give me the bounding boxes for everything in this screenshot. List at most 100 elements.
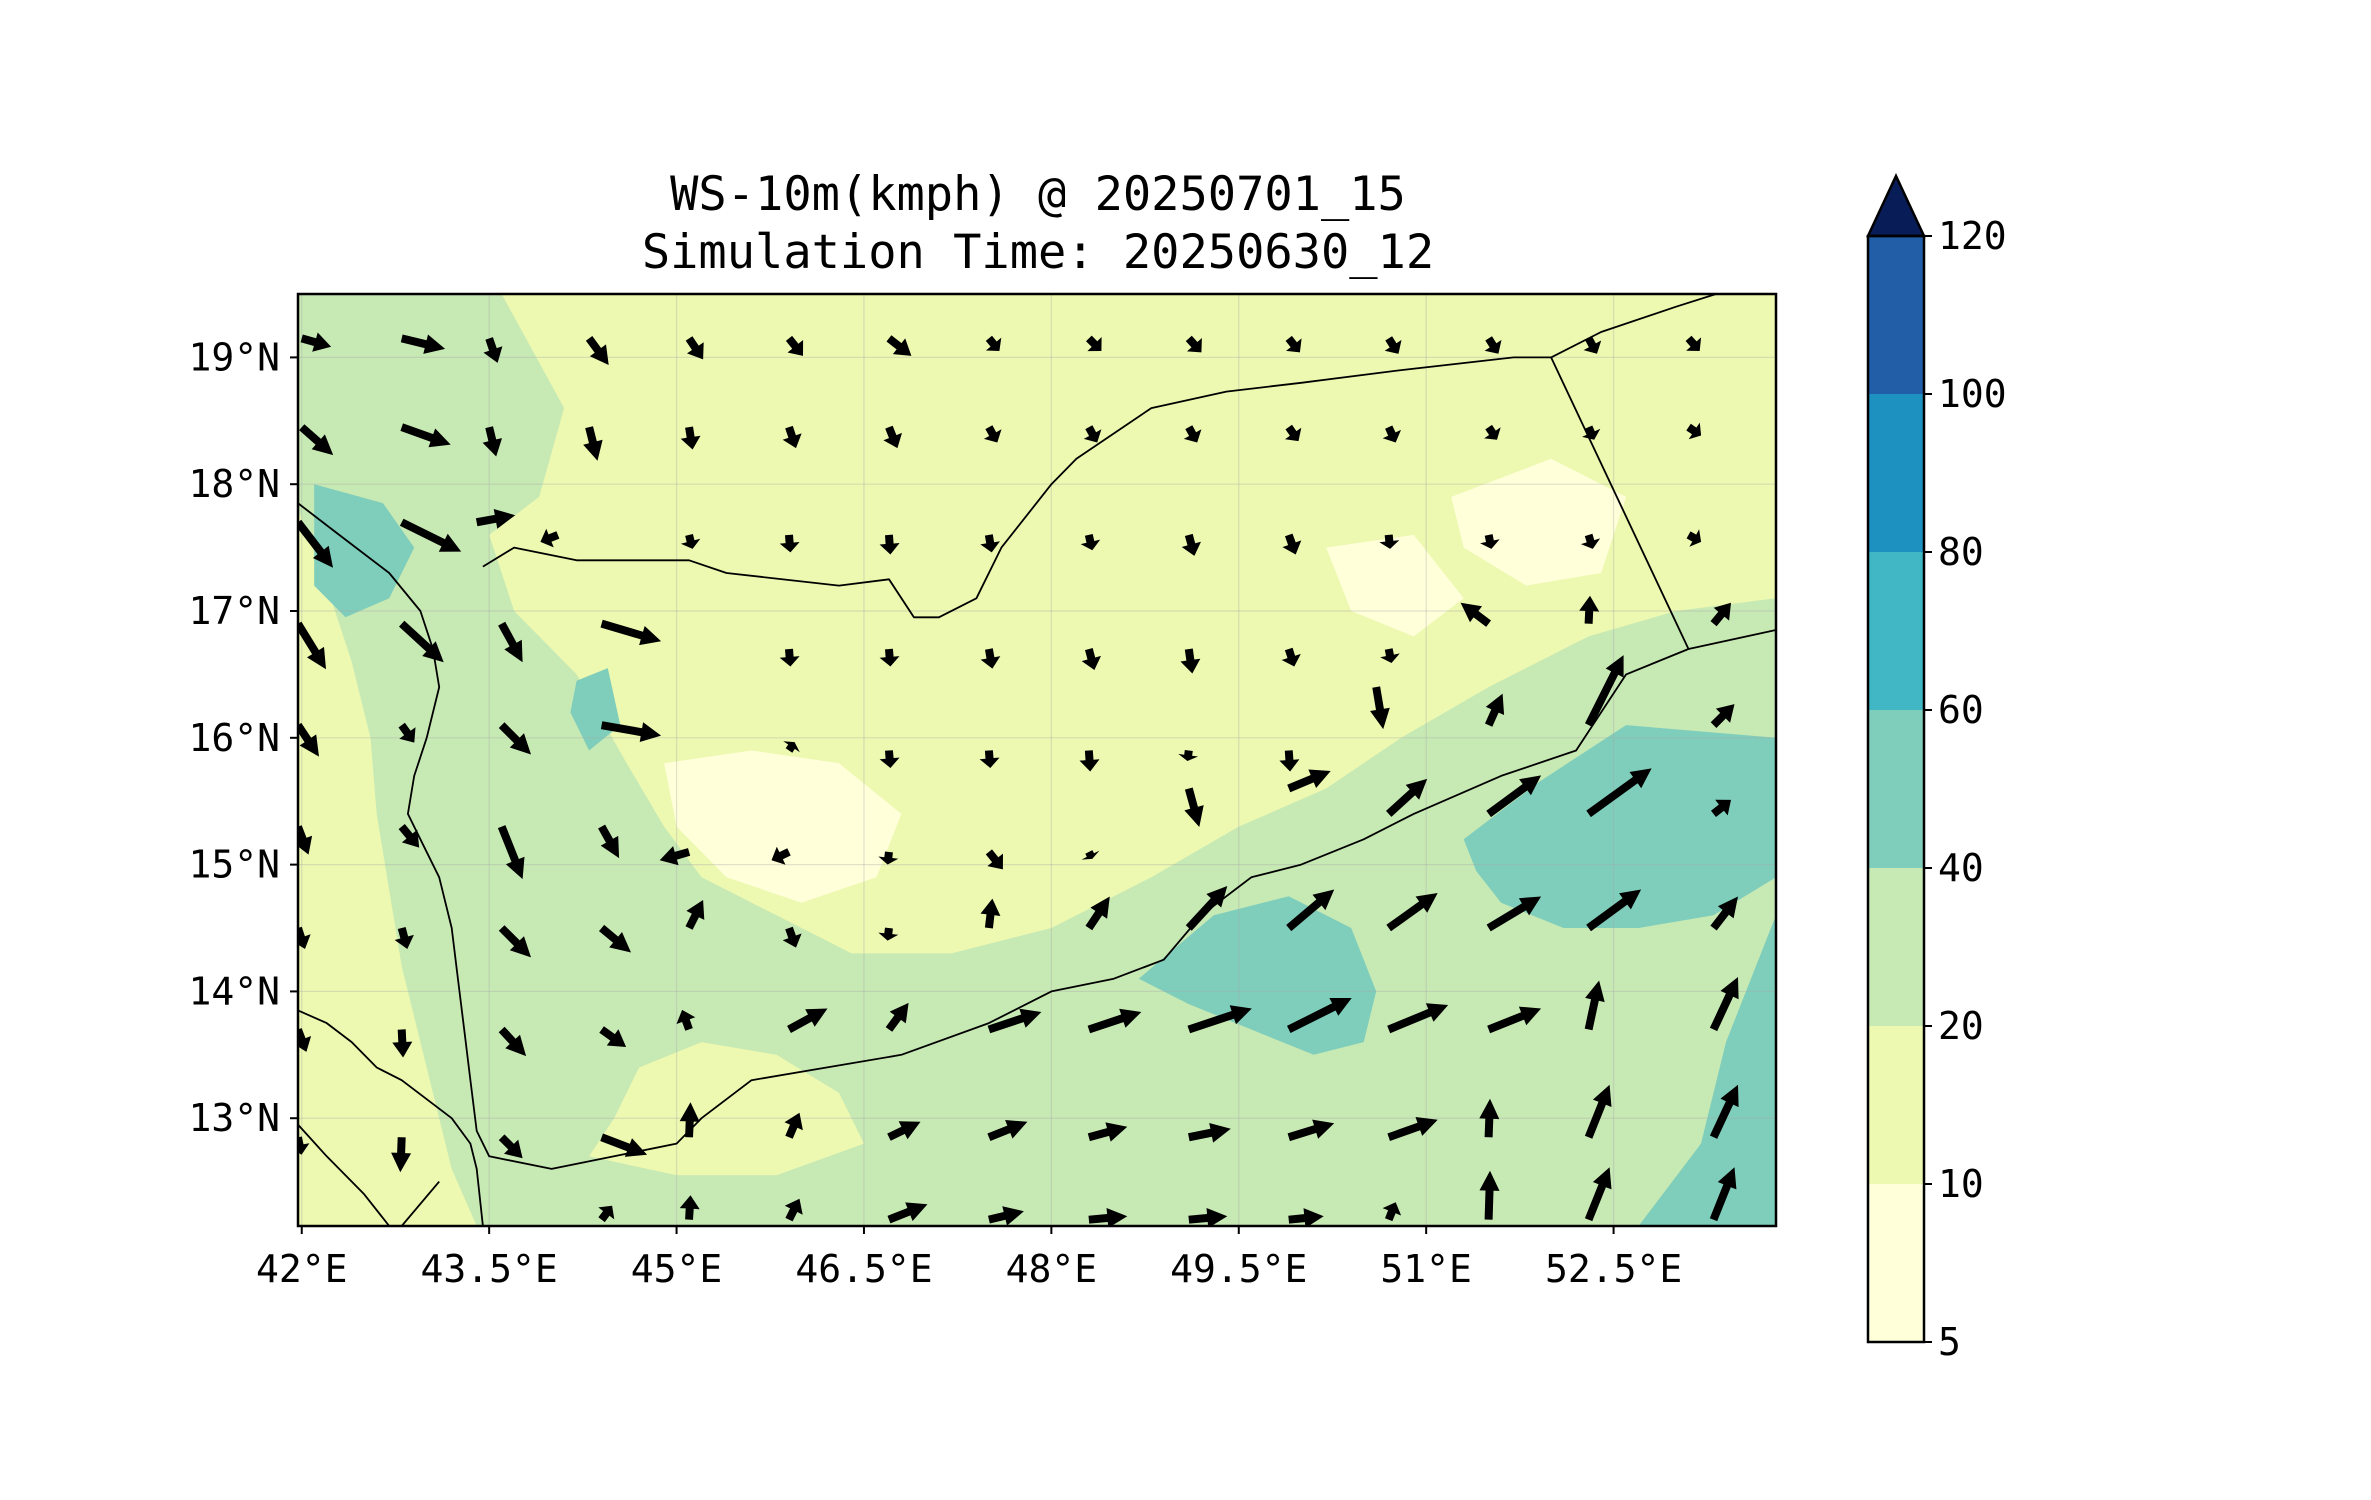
wind-arrow-139 [1188, 1208, 1228, 1226]
wind-arrow-103 [298, 1028, 312, 1052]
wind-arrow-45 [298, 621, 326, 670]
colorbar: 5 10 20 40 60 80 100 120 [1866, 173, 2007, 1364]
wind-arrow-15 [299, 424, 334, 456]
wind-arrow-5 [785, 335, 804, 356]
wind-arrow-125 [987, 1120, 1028, 1141]
wind-arrow-90 [498, 925, 531, 958]
wind-arrow-14 [1685, 335, 1702, 351]
contour-region-40-6 [1463, 725, 1776, 928]
wind-arrow-95 [980, 898, 1001, 929]
wind-arrow-61 [498, 722, 531, 755]
wind-arrow-12 [1484, 336, 1502, 354]
contour-region-5-10 [1326, 534, 1464, 637]
wind-arrow-41 [1379, 534, 1400, 549]
contour-region-40-3 [314, 484, 415, 618]
wind-arrow-140 [1288, 1208, 1324, 1226]
wind-arrow-142 [1479, 1170, 1500, 1220]
wind-arrow-74 [398, 824, 420, 848]
wind-arrow-65 [979, 750, 1000, 768]
wind-arrow-17 [482, 426, 502, 457]
wind-arrow-119 [391, 1137, 412, 1173]
wind-arrow-22 [983, 425, 1002, 443]
xtick-label-0: 42°E [256, 1247, 348, 1291]
wind-arrow-109 [885, 1002, 909, 1032]
wind-arrow-101 [1586, 889, 1642, 932]
wind-arrow-38 [1080, 534, 1101, 551]
contour-region-10-2 [589, 1042, 864, 1176]
colorbar-label-1: 10 [1938, 1162, 1984, 1206]
wind-arrow-44 [1686, 529, 1702, 547]
wind-arrow-121 [600, 1133, 648, 1157]
colorbar-band-4 [1868, 552, 1924, 710]
wind-arrow-86 [1586, 768, 1652, 818]
contour-region-20-0 [298, 294, 1776, 1226]
wind-arrow-79 [878, 851, 899, 865]
wind-arrow-10 [1285, 335, 1302, 353]
colorbar-extend-max [1866, 173, 1926, 238]
wind-arrow-23 [1083, 425, 1102, 443]
wind-arrow-8 [1086, 335, 1102, 352]
wind-arrow-94 [878, 927, 899, 941]
wind-arrow-118 [298, 1136, 310, 1155]
wind-arrow-49 [779, 648, 800, 667]
contour-region-5-9 [1451, 458, 1627, 586]
wind-arrow-114 [1387, 1003, 1449, 1034]
wind-arrow-80 [985, 849, 1003, 870]
wind-arrow-75 [497, 825, 525, 880]
wind-arrow-122 [679, 1102, 700, 1138]
wind-arrow-42 [1480, 534, 1500, 549]
wind-arrow-69 [1370, 686, 1390, 730]
wind-arrow-131 [1584, 1084, 1612, 1139]
wind-arrow-60 [398, 722, 416, 743]
colorbar-label-5: 80 [1938, 530, 1984, 574]
wind-arrow-58 [1710, 602, 1731, 627]
wind-arrow-127 [1188, 1123, 1231, 1143]
wind-arrow-72 [1710, 704, 1735, 728]
contour-region-40-7 [1638, 915, 1776, 1226]
wind-arrow-134 [679, 1195, 700, 1220]
wind-arrow-84 [1386, 778, 1428, 817]
latitude-ticks: 19°N 18°N 17°N 16°N 15°N 14°N 13°N [188, 335, 298, 1140]
wind-arrow-19 [680, 426, 701, 450]
wind-arrow-53 [1180, 648, 1201, 674]
wind-arrow-133 [598, 1205, 615, 1223]
map-title-line-1: WS-10m(kmph) @ 20250701_15 [670, 167, 1406, 222]
wind-arrow-9 [1185, 335, 1202, 353]
xtick-label-3: 46.5°E [795, 1247, 932, 1291]
wind-arrow-13 [1583, 336, 1602, 354]
wind-arrow-100 [1486, 896, 1542, 932]
wind-arrow-39 [1181, 533, 1201, 556]
ytick-label-4: 15°N [188, 843, 280, 887]
wind-arrow-93 [782, 926, 802, 948]
coastlines-and-borders [298, 294, 1776, 1226]
wind-arrow-115 [1487, 1006, 1542, 1034]
wind-arrow-128 [1287, 1119, 1335, 1142]
colorbar-band-5 [1868, 394, 1924, 552]
wind-arrow-137 [988, 1206, 1024, 1226]
map-plot-area [296, 292, 1778, 1228]
wind-arrow-46 [399, 620, 444, 663]
wind-speed-contours [298, 294, 1776, 1226]
wind-arrow-62 [600, 721, 662, 742]
wind-arrow-33 [540, 528, 560, 548]
wind-arrow-57 [1579, 595, 1600, 624]
wind-arrow-83 [1287, 769, 1331, 793]
boundary-line-0 [298, 502, 1776, 1170]
wind-arrow-63 [783, 741, 800, 753]
colorbar-frame [1866, 234, 1926, 1344]
ytick-label-5: 14°N [188, 969, 280, 1013]
wind-arrow-77 [659, 846, 691, 866]
wind-arrow-126 [1087, 1122, 1128, 1142]
wind-arrow-144 [1709, 1167, 1737, 1222]
wind-arrow-76 [598, 824, 620, 859]
wind-arrow-143 [1584, 1167, 1612, 1222]
wind-arrow-110 [987, 1008, 1042, 1034]
xtick-label-4: 48°E [1006, 1247, 1098, 1291]
boundary-line-1 [298, 1009, 484, 1226]
wind-arrow-48 [600, 619, 662, 646]
xtick-label-1: 43.5°E [421, 1247, 558, 1291]
wind-arrow-135 [784, 1198, 803, 1222]
wind-arrow-66 [1079, 750, 1100, 772]
wind-arrow-4 [685, 336, 704, 360]
colorbar-label-6: 100 [1938, 372, 2007, 416]
